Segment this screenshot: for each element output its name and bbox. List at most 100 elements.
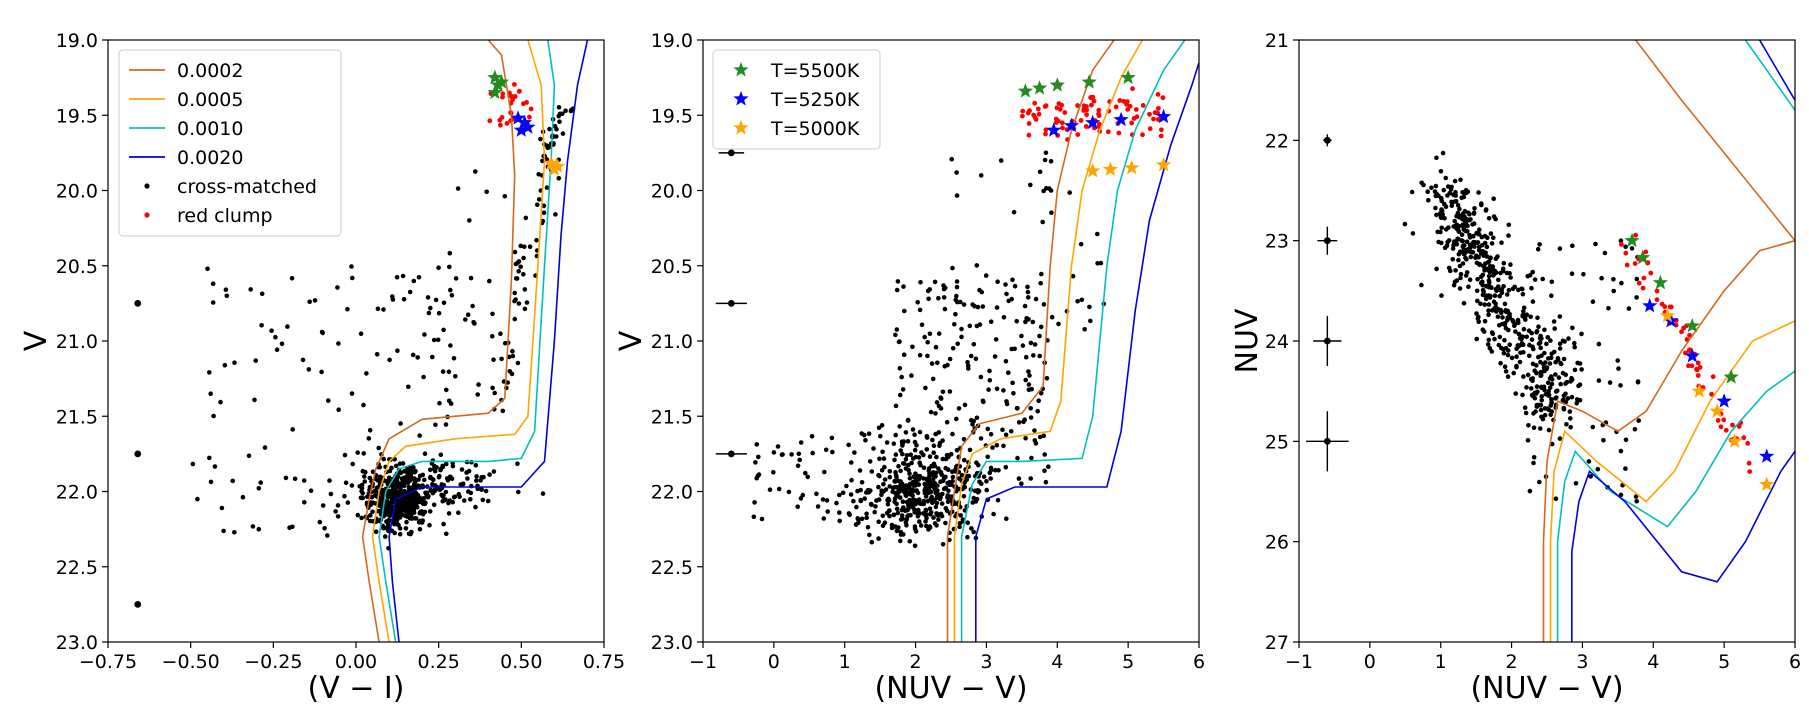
cross-matched-point xyxy=(350,461,356,467)
cross-matched-point xyxy=(916,497,922,502)
cross-matched-point xyxy=(1528,386,1534,391)
cross-matched-point xyxy=(397,531,403,537)
cross-matched-point xyxy=(410,352,416,358)
cross-matched-point xyxy=(387,490,393,495)
cross-matched-point xyxy=(984,479,989,484)
red-clump-point xyxy=(1059,120,1065,126)
cross-matched-point xyxy=(1530,269,1535,275)
cross-matched-point xyxy=(1553,389,1559,394)
cross-matched-point xyxy=(893,473,899,478)
cross-matched-point xyxy=(1569,377,1575,382)
cross-matched-point xyxy=(876,497,882,502)
red-clump-point xyxy=(1129,120,1135,126)
cross-matched-points xyxy=(1402,150,1753,504)
axes-frame xyxy=(1298,39,1796,643)
cross-matched-point xyxy=(1590,424,1596,430)
cross-matched-point xyxy=(438,467,443,473)
cross-matched-point xyxy=(400,503,406,509)
cross-matched-point xyxy=(441,300,447,306)
cross-matched-point xyxy=(1549,377,1555,382)
cross-matched-point xyxy=(292,476,298,482)
cross-matched-point xyxy=(1433,183,1439,189)
cross-matched-point xyxy=(837,510,842,515)
cross-matched-point xyxy=(1506,327,1511,333)
cross-matched-point xyxy=(901,284,906,289)
cross-matched-point xyxy=(909,373,914,378)
red-clump-point xyxy=(1075,132,1081,138)
cross-matched-point xyxy=(1547,385,1553,390)
red-clump-point xyxy=(1679,329,1684,335)
cross-matched-point xyxy=(350,275,355,281)
red-clump-point xyxy=(1156,106,1161,111)
cross-matched-point xyxy=(1626,306,1632,311)
isochrone-line xyxy=(371,40,546,642)
cross-matched-point xyxy=(969,526,974,531)
isochrone-line xyxy=(960,40,1186,642)
cross-matched-point xyxy=(872,509,877,515)
cross-matched-point xyxy=(1025,289,1031,295)
cross-matched-point xyxy=(541,210,547,216)
red-clump-point xyxy=(1032,100,1038,106)
x-tick-label: 0.25 xyxy=(418,651,460,673)
cross-matched-point xyxy=(328,491,334,497)
cross-matched-point xyxy=(1549,409,1555,414)
cross-matched-point xyxy=(1548,338,1553,343)
cross-matched-point xyxy=(240,494,246,500)
cross-matched-point xyxy=(1460,222,1466,228)
cross-matched-point xyxy=(979,481,984,487)
cross-matched-point xyxy=(1006,298,1011,304)
cross-matched-point xyxy=(475,392,481,397)
cross-matched-point xyxy=(910,501,916,507)
cross-matched-point xyxy=(857,468,863,473)
cross-matched-point xyxy=(925,353,930,359)
cross-matched-point xyxy=(1629,246,1635,251)
cross-matched-point xyxy=(1537,340,1543,345)
cross-matched-point xyxy=(897,366,903,371)
cross-matched-point xyxy=(1475,276,1480,282)
cross-matched-point xyxy=(342,452,348,458)
cross-matched-point xyxy=(452,494,458,500)
cross-matched-point xyxy=(1573,481,1579,486)
cross-matched-point xyxy=(1003,432,1009,438)
cross-matched-point xyxy=(1557,314,1563,319)
cross-matched-point xyxy=(1456,214,1462,220)
isochrone-line xyxy=(1571,450,1795,642)
cross-matched-point xyxy=(445,478,451,483)
cross-matched-point xyxy=(1477,262,1482,268)
cross-matched-point xyxy=(910,493,915,498)
cross-matched-point xyxy=(1409,189,1415,195)
cross-matched-point xyxy=(1476,190,1481,195)
cross-matched-point xyxy=(892,499,897,505)
cross-matched-point xyxy=(944,508,950,514)
cross-matched-point xyxy=(285,324,290,329)
cross-matched-point xyxy=(560,111,565,117)
cross-matched-point xyxy=(1549,351,1554,357)
cross-matched-point xyxy=(894,506,900,512)
cross-matched-point xyxy=(1001,388,1006,393)
isochrone-line xyxy=(1744,40,1795,111)
cross-matched-point xyxy=(974,263,980,268)
cross-matched-point xyxy=(914,443,919,448)
error-bar-point xyxy=(134,600,142,608)
cross-matched-point xyxy=(919,450,924,455)
y-tick-label: 27 xyxy=(1265,632,1289,654)
cross-matched-point xyxy=(912,524,918,529)
red-clump-point xyxy=(487,118,493,124)
cross-matched-point xyxy=(893,452,899,457)
cross-matched-point xyxy=(1489,241,1495,246)
cross-matched-point xyxy=(491,469,497,474)
cross-matched-point xyxy=(556,105,562,110)
red-clump-point xyxy=(1083,124,1089,129)
red-clump-point xyxy=(1089,102,1094,108)
cross-matched-point xyxy=(1042,157,1048,163)
cross-matched-point xyxy=(1452,178,1458,184)
cross-matched-point xyxy=(290,427,296,432)
cross-matched-point xyxy=(892,457,897,463)
cross-matched-point xyxy=(1636,418,1641,423)
cross-matched-point xyxy=(345,500,351,505)
cross-matched-point xyxy=(776,486,782,492)
cross-matched-point xyxy=(971,529,976,535)
cross-matched-point xyxy=(767,487,773,493)
cross-matched-point xyxy=(1419,180,1424,186)
cross-matched-point xyxy=(1088,318,1093,324)
